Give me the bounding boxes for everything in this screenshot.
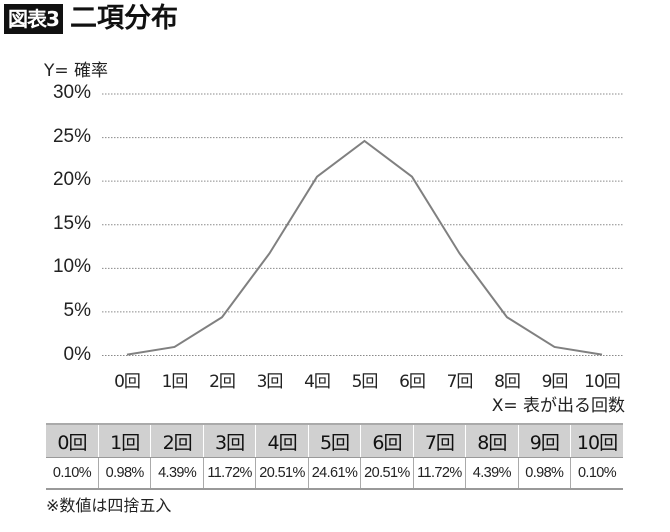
table-cell: 20.51% xyxy=(255,457,309,490)
table-header-cell: 5回 xyxy=(307,423,362,458)
y-tick-label: 30% xyxy=(52,82,91,103)
table-header-cell: 0回 xyxy=(46,423,99,458)
x-tick-label: 4回 xyxy=(304,372,331,392)
x-axis-label: X= 表が出る回数 xyxy=(491,396,625,416)
x-tick-label: 0回 xyxy=(114,372,141,392)
y-tick-label: 15% xyxy=(52,212,91,234)
table-header-cell: 8回 xyxy=(465,423,519,458)
figure-title: 二項分布 xyxy=(70,3,178,34)
rounding-note: ※数値は四捨五入 xyxy=(46,496,172,515)
table-cell: 11.72% xyxy=(202,457,257,490)
table-header-cell: 1回 xyxy=(97,423,152,458)
x-tick-label: 6回 xyxy=(399,372,426,392)
table-header-cell: 4回 xyxy=(255,423,309,458)
x-tick-label: 3回 xyxy=(256,372,284,392)
x-tick-label: 1回 xyxy=(161,372,189,392)
table-header-cell: 7回 xyxy=(412,423,467,458)
table-header-cell: 9回 xyxy=(517,423,572,458)
table-cell: 20.51% xyxy=(360,457,414,490)
table-cell: 0.10% xyxy=(570,457,623,490)
table-row: 0.10% 0.98% 4.39% 11.72% 20.51% 24.61% 20.51% 1… xyxy=(46,457,623,490)
probability-table: 0回 1回 2回 3回 4回 5回 6回 7回 8回 9回 10回 0.10% 0.98% 4.39% 1… xyxy=(46,423,623,490)
table-cell: 0.10% xyxy=(46,457,99,490)
table-header-cell: 10回 xyxy=(570,423,623,458)
table-header-cell: 3回 xyxy=(202,423,257,458)
figure-number-badge: 図表3 xyxy=(4,4,63,34)
line-chart-plot xyxy=(102,93,623,356)
y-tick-label: 0% xyxy=(63,343,91,365)
table-header-row: 0回 1回 2回 3回 4回 5回 6回 7回 8回 9回 10回 xyxy=(46,423,623,458)
table-cell: 0.98% xyxy=(97,457,152,490)
y-axis-label: Y= 確率 xyxy=(44,61,109,81)
table-cell: 0.98% xyxy=(517,457,572,490)
table-header-cell: 2回 xyxy=(150,423,204,458)
y-tick-label: 25% xyxy=(52,125,91,147)
x-tick-label: 2回 xyxy=(209,372,236,392)
y-tick-label: 10% xyxy=(52,256,91,278)
x-tick-label: 9回 xyxy=(541,372,569,392)
x-tick-label: 7回 xyxy=(446,372,474,392)
table-cell: 4.39% xyxy=(465,457,519,490)
x-tick-label: 10回 xyxy=(584,372,621,392)
x-tick-label: 5回 xyxy=(351,372,379,392)
table-cell: 4.39% xyxy=(150,457,204,490)
table-header-cell: 6回 xyxy=(360,423,414,458)
y-tick-label: 20% xyxy=(52,169,91,191)
table-cell: 11.72% xyxy=(412,457,467,490)
y-tick-label: 5% xyxy=(63,299,91,321)
x-tick-label: 8回 xyxy=(494,372,521,392)
probability-line xyxy=(126,139,603,356)
table-cell: 24.61% xyxy=(307,457,362,490)
